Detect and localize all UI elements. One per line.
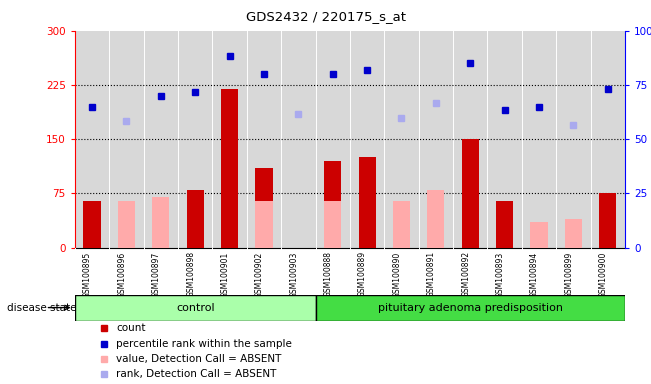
Text: GDS2432 / 220175_s_at: GDS2432 / 220175_s_at xyxy=(245,10,406,23)
Bar xyxy=(187,190,204,248)
Text: GSM100893: GSM100893 xyxy=(495,252,505,298)
Bar xyxy=(324,161,341,248)
Bar xyxy=(427,190,445,248)
Text: value, Detection Call = ABSENT: value, Detection Call = ABSENT xyxy=(116,354,281,364)
Bar xyxy=(324,201,341,248)
Bar xyxy=(565,219,582,248)
Text: rank, Detection Call = ABSENT: rank, Detection Call = ABSENT xyxy=(116,369,276,379)
Text: GSM100899: GSM100899 xyxy=(564,252,574,298)
Text: pituitary adenoma predisposition: pituitary adenoma predisposition xyxy=(378,303,562,313)
Bar xyxy=(152,197,169,248)
Bar xyxy=(599,194,616,248)
Bar xyxy=(316,295,625,321)
Bar xyxy=(462,139,479,248)
Bar xyxy=(75,295,316,321)
Bar xyxy=(255,201,273,248)
Bar xyxy=(531,226,547,248)
Text: GSM100889: GSM100889 xyxy=(358,252,367,298)
Text: count: count xyxy=(116,323,145,333)
Text: GSM100902: GSM100902 xyxy=(255,252,264,298)
Text: GSM100897: GSM100897 xyxy=(152,252,161,298)
Text: GSM100898: GSM100898 xyxy=(186,252,195,298)
Bar xyxy=(255,168,273,248)
Bar xyxy=(496,201,513,248)
Bar xyxy=(118,201,135,248)
Text: disease state: disease state xyxy=(7,303,76,313)
Text: GSM100892: GSM100892 xyxy=(462,252,470,298)
Text: GSM100888: GSM100888 xyxy=(324,252,333,297)
Bar xyxy=(359,157,376,248)
Text: control: control xyxy=(176,303,215,313)
Text: GSM100903: GSM100903 xyxy=(289,252,298,298)
Text: GSM100901: GSM100901 xyxy=(221,252,230,298)
Bar xyxy=(83,201,101,248)
Text: GSM100895: GSM100895 xyxy=(83,252,92,298)
Text: GSM100890: GSM100890 xyxy=(393,252,402,298)
Text: GSM100891: GSM100891 xyxy=(427,252,436,298)
Text: GSM100900: GSM100900 xyxy=(599,252,608,298)
Bar xyxy=(531,222,547,248)
Bar xyxy=(393,201,410,248)
Text: percentile rank within the sample: percentile rank within the sample xyxy=(116,339,292,349)
Bar xyxy=(221,89,238,248)
Text: GSM100894: GSM100894 xyxy=(530,252,539,298)
Text: GSM100896: GSM100896 xyxy=(117,252,126,298)
